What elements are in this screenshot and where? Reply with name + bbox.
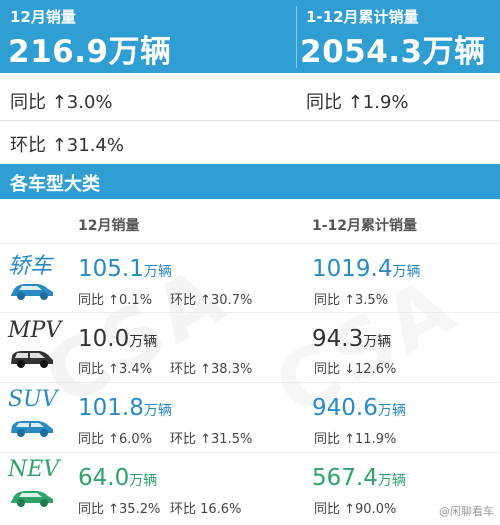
- mpv-month-number: 10.0: [78, 326, 130, 352]
- suv-ytd-unit: 万辆: [377, 403, 406, 419]
- mpv-month-value: 10.0万辆: [78, 326, 157, 352]
- stats-divider: [0, 120, 500, 121]
- mpv-ytd-number: 94.3: [312, 326, 364, 352]
- source-tag: @闲聊看车: [439, 505, 494, 518]
- header-divider: [0, 243, 500, 244]
- suv-ytd-number: 940.6: [312, 395, 378, 421]
- mpv-ytd-yoy: 同比 ↓12.6%: [314, 362, 397, 377]
- suv-ytd-yoy: 同比 ↑11.9%: [314, 432, 397, 447]
- nev-month-number: 64.0: [78, 465, 130, 491]
- nev-ytd-number: 567.4: [312, 465, 378, 491]
- mpv-month-unit: 万辆: [129, 334, 158, 350]
- suv-month-yoy: 同比 ↑6.0%: [78, 432, 153, 447]
- month-mom: 环比 ↑31.4%: [10, 135, 124, 156]
- col-head-month: 12月销量: [78, 218, 140, 234]
- sedan-ytd-yoy: 同比 ↑3.5%: [314, 293, 389, 308]
- nev-ytd-value: 567.4万辆: [312, 465, 406, 491]
- category-name-suv: SUV: [8, 387, 58, 412]
- nev-month-value: 64.0万辆: [78, 465, 157, 491]
- nev-month-mom: 环比 16.6%: [170, 502, 242, 517]
- nev-month-unit: 万辆: [129, 473, 158, 489]
- category-name-sedan: 轿车: [8, 254, 53, 279]
- suv-ytd-value: 940.6万辆: [312, 395, 406, 421]
- nev-month-yoy: 同比 ↑35.2%: [78, 502, 161, 517]
- category-name-mpv: MPV: [8, 318, 62, 343]
- section-bar: [0, 164, 500, 199]
- sedan-car-icon: [11, 284, 53, 300]
- sedan-month-mom: 环比 ↑30.7%: [170, 293, 253, 308]
- section-title: 各车型大类: [10, 174, 100, 195]
- ytd-yoy: 同比 ↑1.9%: [306, 92, 409, 113]
- nev-ytd-unit: 万辆: [377, 473, 406, 489]
- mpv-month-yoy: 同比 ↑3.4%: [78, 362, 153, 377]
- sedan-month-value: 105.1万辆: [78, 256, 172, 282]
- nev-car-icon: [11, 491, 53, 507]
- sedan-ytd-number: 1019.4: [312, 256, 393, 282]
- category-name-nev: NEV: [8, 457, 60, 482]
- suv-month-number: 101.8: [78, 395, 144, 421]
- ytd-sales-label: 1-12月累计销量: [306, 8, 419, 26]
- sedan-month-unit: 万辆: [143, 264, 172, 280]
- sedan-month-yoy: 同比 ↑0.1%: [78, 293, 153, 308]
- row-divider-3: [0, 452, 500, 453]
- suv-month-unit: 万辆: [143, 403, 172, 419]
- sedan-ytd-value: 1019.4万辆: [312, 256, 420, 282]
- month-sales-value: 216.9万辆: [8, 34, 172, 70]
- summary-banner: [0, 0, 500, 73]
- mpv-car-icon: [11, 351, 53, 368]
- row-divider-2: [0, 382, 500, 383]
- month-yoy: 同比 ↑3.0%: [10, 92, 113, 113]
- suv-car-icon: [11, 421, 53, 437]
- sedan-month-number: 105.1: [78, 256, 144, 282]
- suv-month-mom: 环比 ↑31.5%: [170, 432, 253, 447]
- month-sales-label: 12月销量: [10, 8, 76, 26]
- mpv-ytd-value: 94.3万辆: [312, 326, 391, 352]
- mpv-ytd-unit: 万辆: [363, 334, 392, 350]
- mpv-month-mom: 环比 ↑38.3%: [170, 362, 253, 377]
- sedan-ytd-unit: 万辆: [392, 264, 421, 280]
- col-head-ytd: 1-12月累计销量: [312, 218, 418, 234]
- ytd-sales-value: 2054.3万辆: [300, 34, 486, 70]
- summary-divider: [296, 6, 297, 68]
- suv-month-value: 101.8万辆: [78, 395, 172, 421]
- nev-ytd-yoy: 同比 ↑90.0%: [314, 502, 397, 517]
- row-divider-1: [0, 312, 500, 313]
